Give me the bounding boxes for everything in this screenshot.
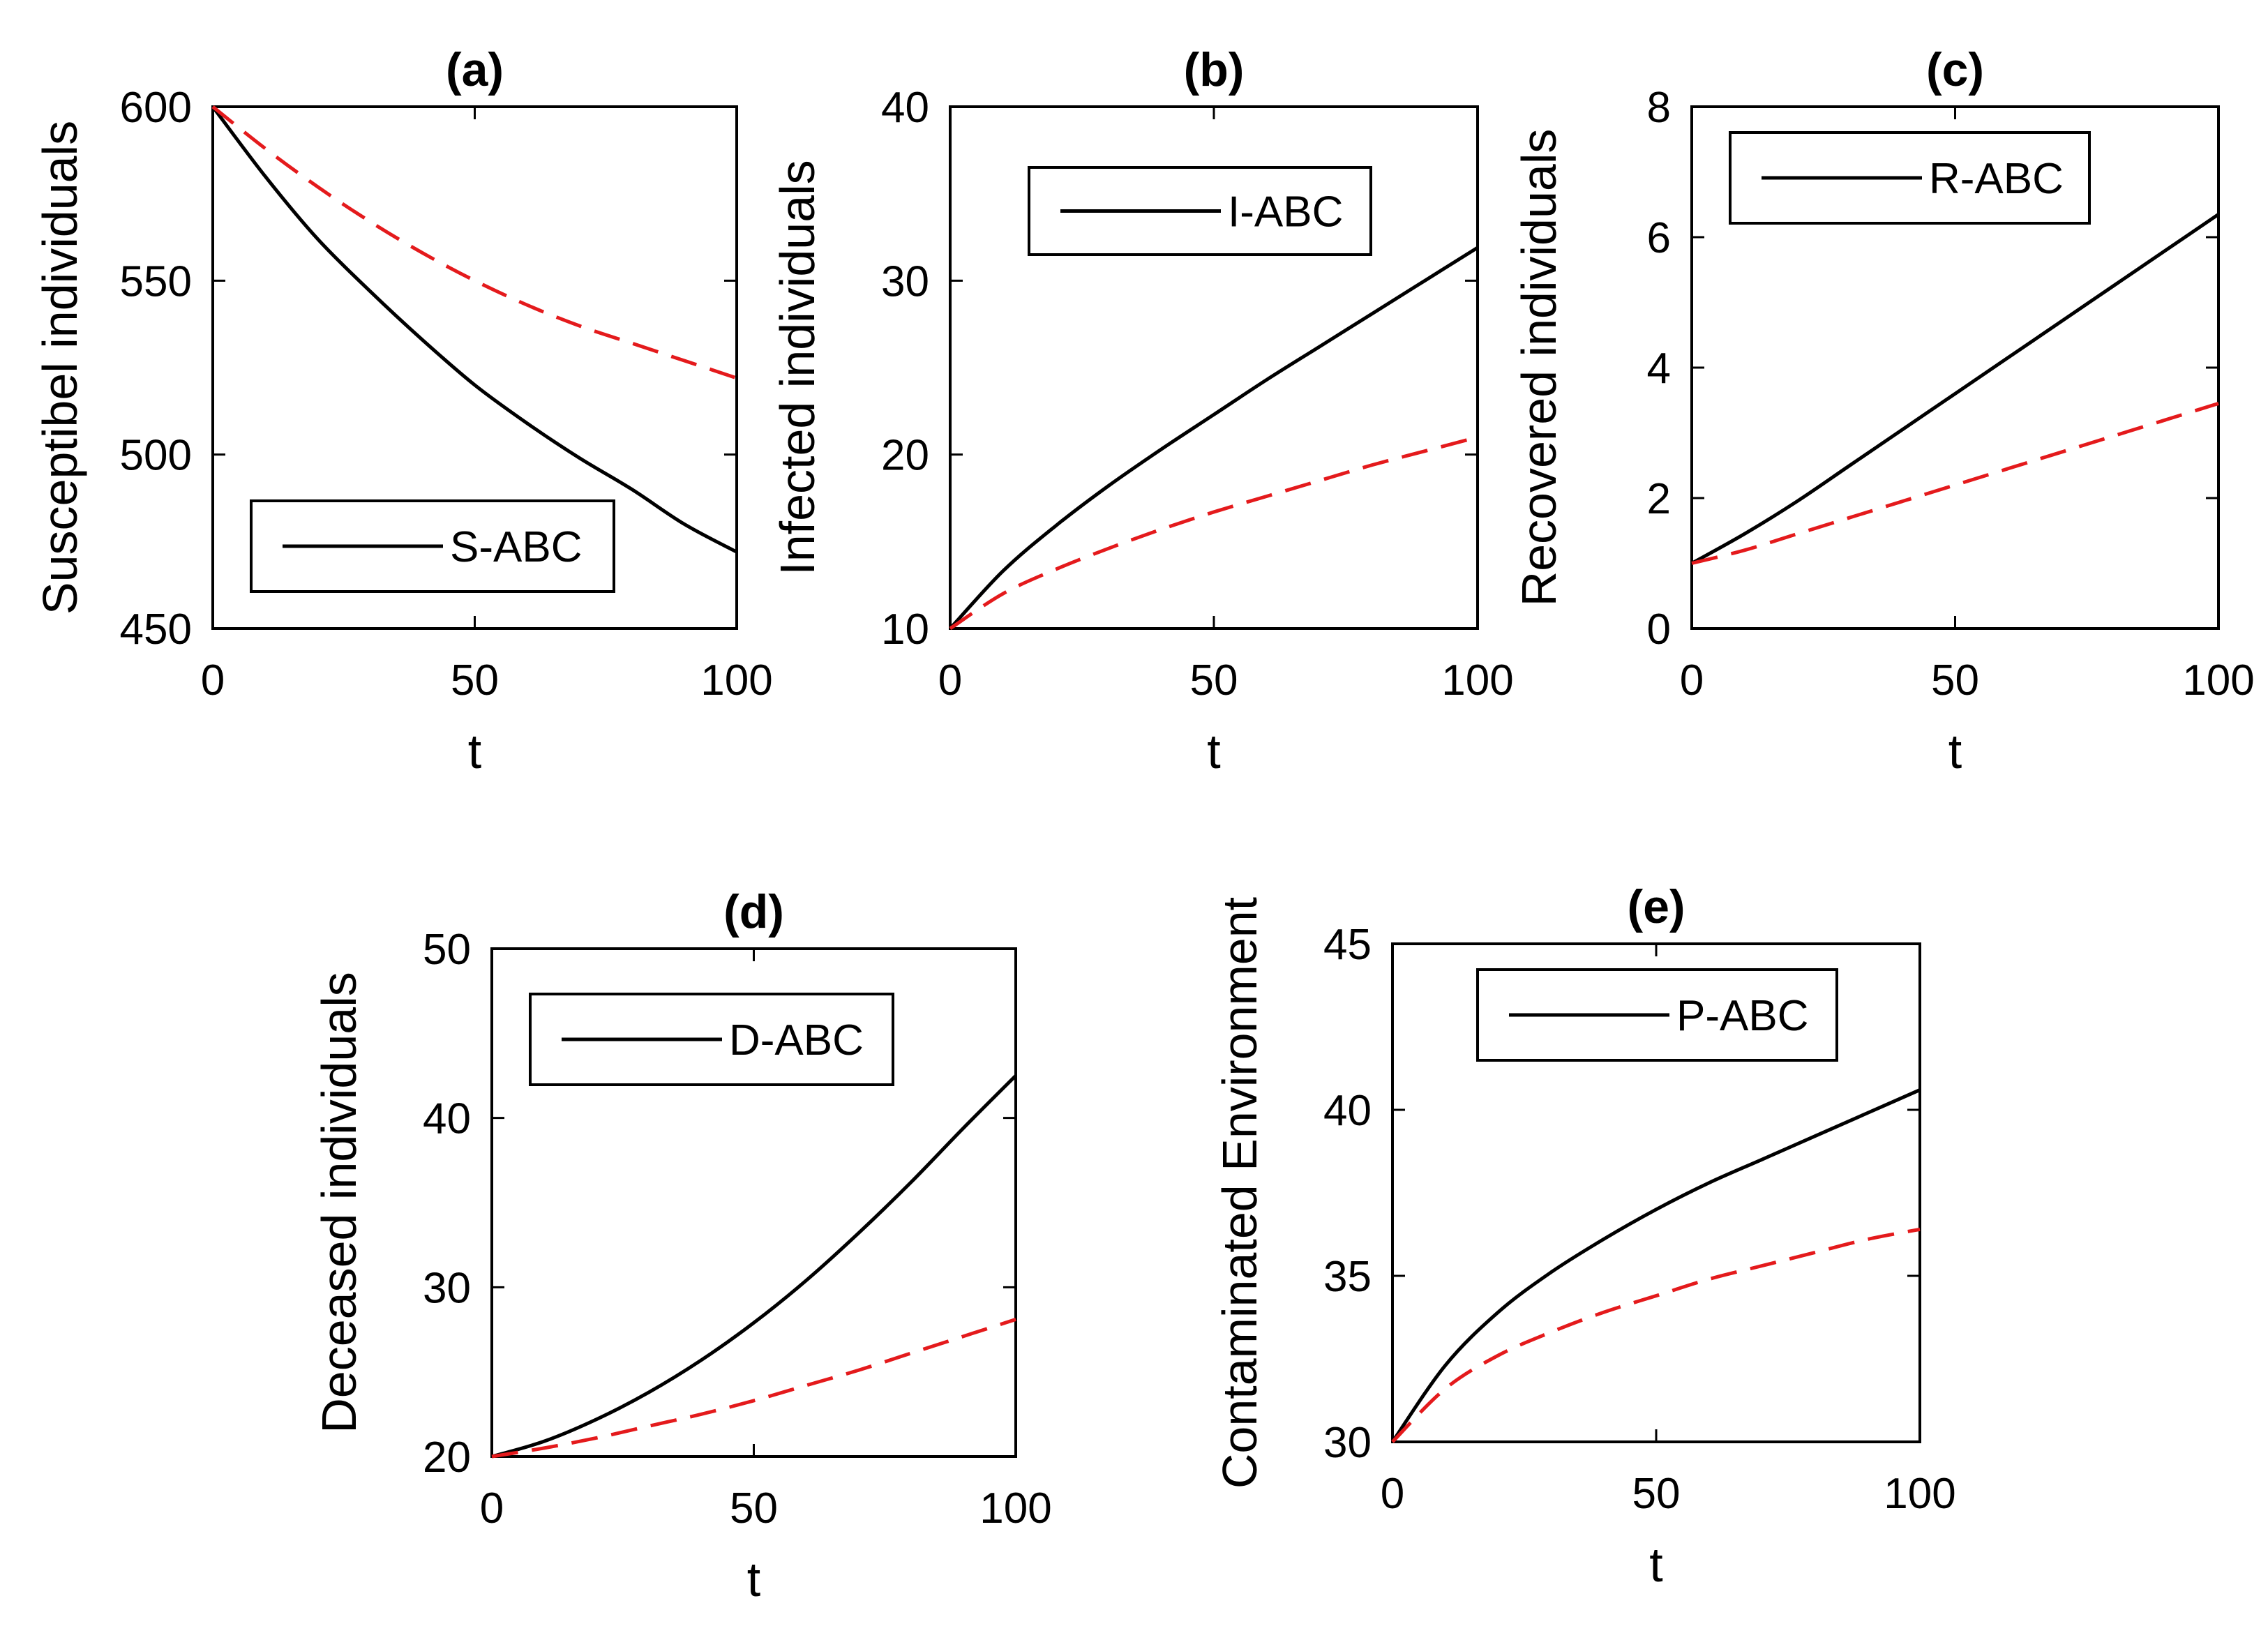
- x-axis-label: t: [747, 1552, 760, 1606]
- y-tick-label: 8: [1647, 84, 1671, 132]
- chart-panel-2: 0 50 100 0 2 4 6 8 (c) t Recovered individuals R-AB…: [1512, 43, 2255, 778]
- chart-panel-1: 0 50 100 10 20 30 40 (b) t Infected individuals I-…: [770, 43, 1514, 778]
- y-tick-label: 50: [423, 926, 471, 974]
- y-tick-label: 40: [423, 1095, 471, 1143]
- x-tick-label: 100: [2182, 656, 2254, 705]
- y-tick-label: 30: [423, 1264, 471, 1312]
- y-tick-label: 20: [423, 1433, 471, 1482]
- x-axis-label: t: [1948, 724, 1962, 778]
- x-tick-label: 100: [1441, 656, 1513, 705]
- panel-title: (b): [1184, 43, 1245, 96]
- series-line-s-abc: [211, 105, 738, 554]
- x-tick-label: 100: [979, 1484, 1051, 1533]
- series-line-p-abc: [1390, 1088, 1921, 1443]
- y-tick-label: 30: [881, 257, 929, 306]
- y-axis-label: Susceptibel individuals: [33, 121, 87, 615]
- series-line-d-abc: [491, 1074, 1017, 1459]
- y-tick-label: 500: [120, 432, 192, 480]
- x-tick-label: 0: [480, 1484, 504, 1533]
- x-tick-label: 50: [451, 656, 499, 705]
- y-tick-label: 30: [1323, 1419, 1372, 1467]
- x-axis-label: t: [1207, 724, 1220, 778]
- y-tick-label: 20: [881, 432, 929, 480]
- chart-panel-3: 0 50 100 20 30 40 50 (d) t Deceased individuals D-…: [312, 885, 1052, 1606]
- legend-label: P-ABC: [1676, 992, 1808, 1040]
- legend: P-ABC: [1476, 968, 1838, 1062]
- legend: S-ABC: [250, 499, 615, 593]
- chart-panel-4: 0 50 100 30 35 40 45 (e) t Contaminated Environme…: [1212, 880, 1956, 1592]
- series-line-i-abc: [949, 246, 1479, 630]
- panel-title: (e): [1627, 880, 1685, 933]
- y-tick-label: 450: [120, 605, 192, 654]
- legend-label: S-ABC: [450, 523, 582, 571]
- x-tick-label: 50: [1632, 1470, 1681, 1518]
- panel-title: (a): [446, 43, 504, 96]
- legend-label: I-ABC: [1228, 188, 1343, 236]
- x-axis-label: t: [468, 724, 481, 778]
- legend-label: R-ABC: [1929, 155, 2064, 203]
- panel-title: (d): [723, 885, 784, 938]
- y-tick-label: 600: [120, 84, 192, 132]
- x-tick-label: 50: [730, 1484, 778, 1533]
- series-line-dashed-1: [1391, 1227, 1921, 1443]
- y-tick-label: 2: [1647, 475, 1671, 523]
- x-tick-label: 50: [1190, 656, 1238, 705]
- legend-label: D-ABC: [729, 1016, 864, 1064]
- y-tick-label: 10: [881, 605, 929, 654]
- y-tick-label: 6: [1647, 214, 1671, 262]
- x-tick-label: 0: [201, 656, 225, 705]
- series-line-dashed-1: [491, 1318, 1016, 1459]
- series-line-dashed-1: [211, 105, 737, 380]
- chart-panel-0: 0 50 100 450 500 550 600 (a) t Susceptibel indivi…: [33, 43, 773, 778]
- series-line-dashed-1: [949, 435, 1478, 631]
- y-tick-label: 45: [1323, 921, 1372, 969]
- y-tick-label: 4: [1647, 345, 1671, 393]
- legend: I-ABC: [1028, 166, 1372, 256]
- y-axis-label: Deceased individuals: [312, 972, 366, 1433]
- y-tick-label: 40: [1323, 1087, 1372, 1135]
- y-axis-label: Infected individuals: [770, 160, 825, 575]
- y-tick-label: 40: [881, 84, 929, 132]
- x-tick-label: 100: [700, 656, 772, 705]
- y-tick-label: 550: [120, 257, 192, 306]
- y-tick-label: 0: [1647, 605, 1671, 654]
- x-tick-label: 0: [938, 656, 962, 705]
- x-tick-label: 0: [1381, 1470, 1404, 1518]
- y-axis-label: Recovered individuals: [1512, 129, 1566, 607]
- series-line-dashed-1: [1691, 402, 2219, 565]
- legend: R-ABC: [1729, 131, 2091, 225]
- y-axis-label: Contaminated Environment: [1212, 897, 1267, 1489]
- x-tick-label: 100: [1884, 1470, 1955, 1518]
- x-tick-label: 0: [1680, 656, 1704, 705]
- x-axis-label: t: [1649, 1537, 1662, 1592]
- y-tick-label: 35: [1323, 1253, 1372, 1301]
- panel-title: (c): [1926, 43, 1984, 96]
- x-tick-label: 50: [1931, 656, 1979, 705]
- legend: D-ABC: [529, 993, 894, 1086]
- series-line-r-abc: [1690, 213, 2220, 565]
